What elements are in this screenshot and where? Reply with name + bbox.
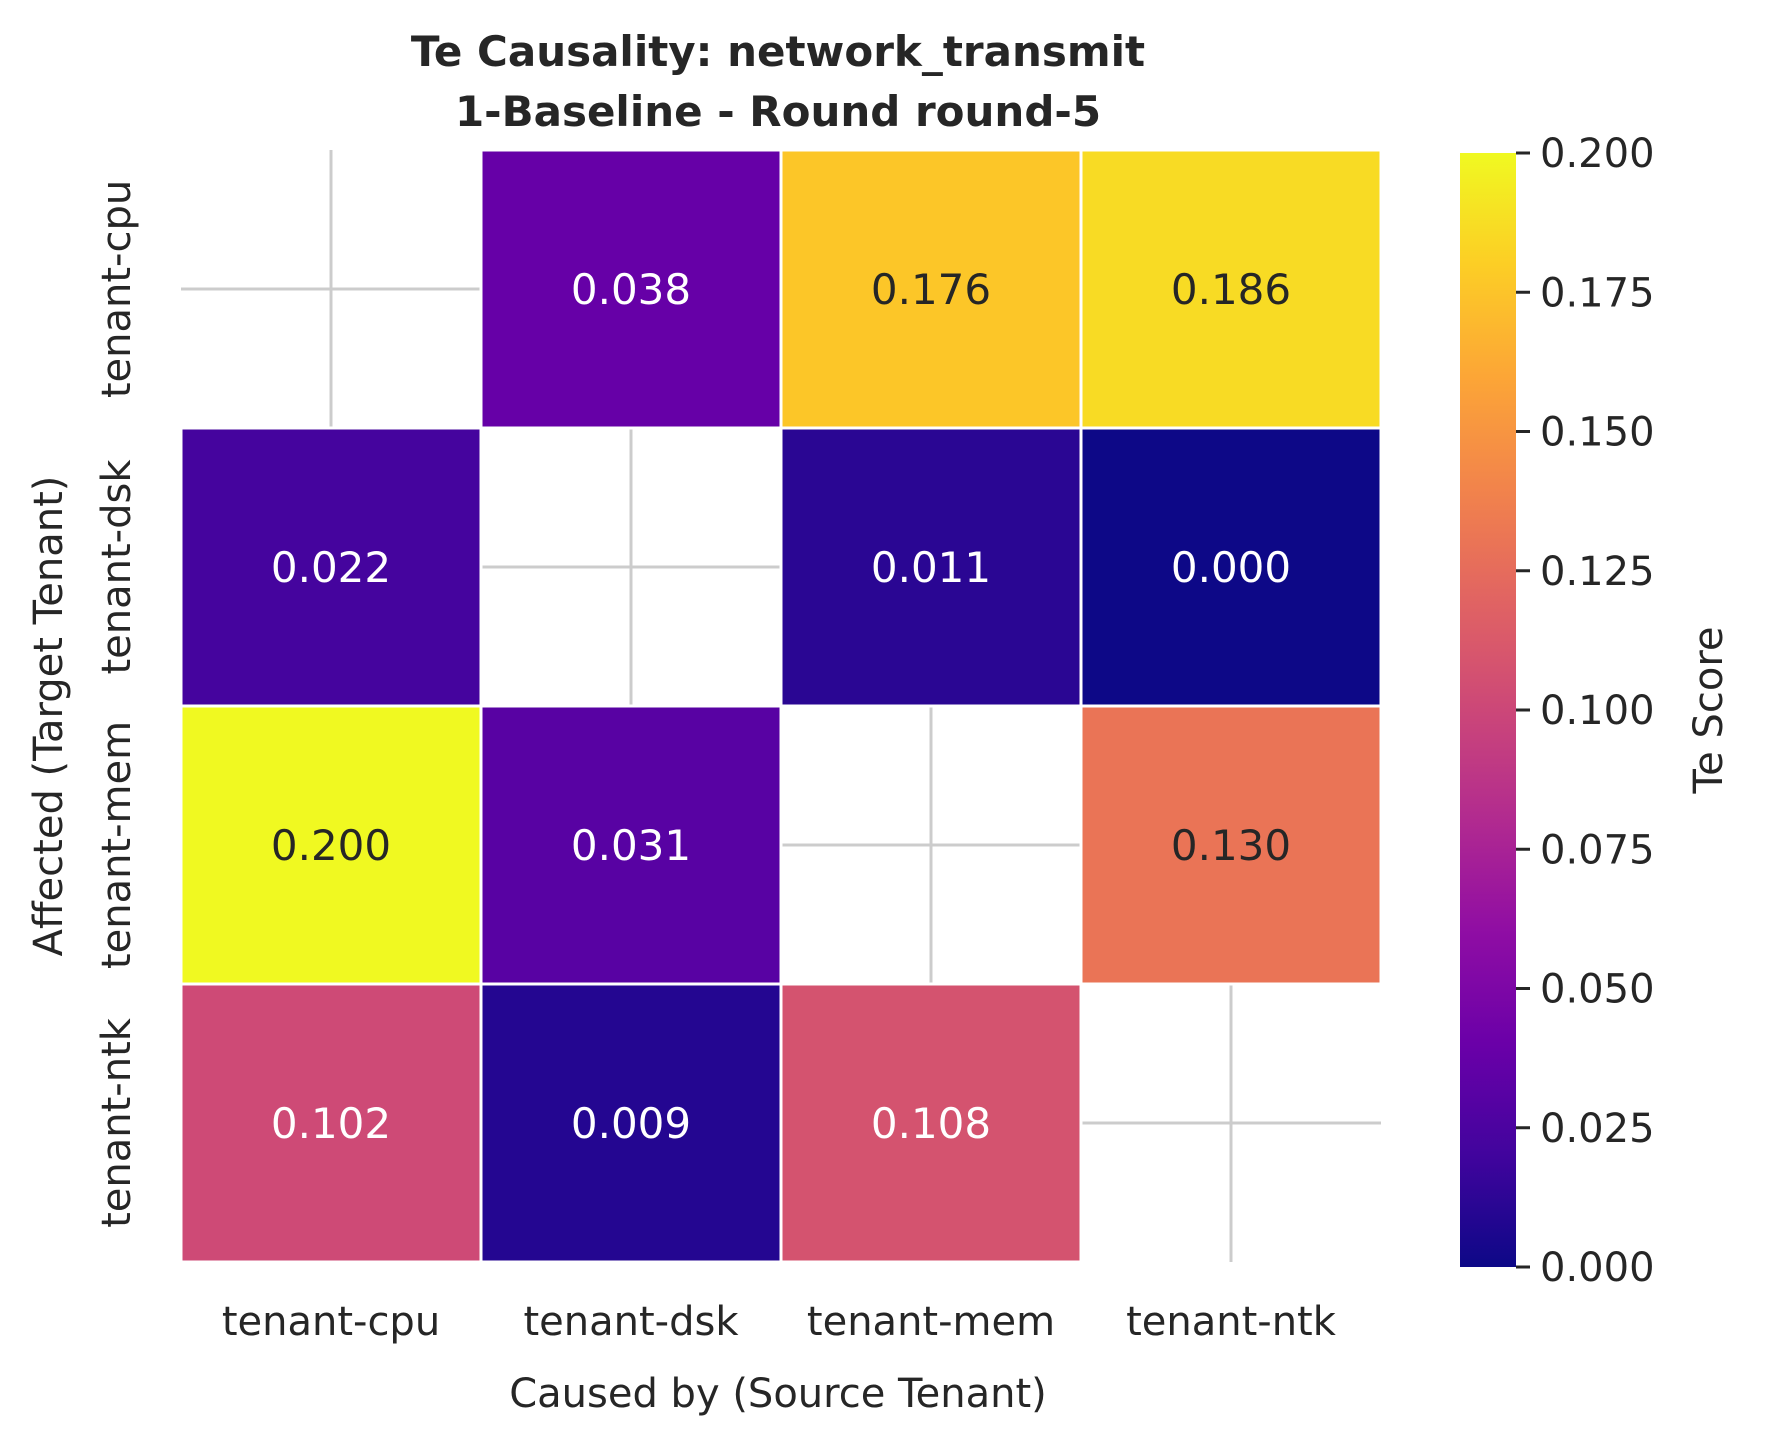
heatmap-cell (179, 704, 483, 986)
cell-value-label: 0.102 (271, 1099, 391, 1148)
cell-value-label: 0.011 (871, 543, 991, 592)
cell-value-label: 0.022 (271, 543, 391, 592)
colorbar-tick-label: 0.175 (1540, 270, 1655, 316)
x-tick-label: tenant-ntk (1126, 1299, 1337, 1345)
cell-value-label: 0.000 (1171, 543, 1291, 592)
colorbar-tick-label: 0.000 (1540, 1245, 1655, 1291)
cell-value-label: 0.130 (1171, 821, 1291, 870)
cell-value-label: 0.009 (571, 1099, 691, 1148)
colorbar-tick-label: 0.125 (1540, 549, 1655, 595)
y-tick-label: tenant-dsk (94, 459, 140, 675)
colorbar (1460, 153, 1516, 1267)
colorbar-label: Te Score (1686, 627, 1732, 795)
heatmap-cell (1079, 426, 1383, 708)
heatmap-cell (1079, 704, 1383, 986)
heatmap-cell (1079, 148, 1383, 430)
chart-title-line1: Te Causality: network_transmit (411, 27, 1145, 76)
cell-value-label: 0.176 (871, 265, 991, 314)
heatmap-cell (179, 426, 483, 708)
x-tick-label: tenant-mem (807, 1299, 1055, 1345)
colorbar-tick-label: 0.200 (1540, 131, 1655, 177)
heatmap-cell (479, 982, 783, 1264)
heatmap-cell (479, 148, 783, 430)
x-tick-labels: tenant-cpu tenant-dsk tenant-mem tenant-ntk (222, 1299, 1337, 1345)
y-axis-label: Affected (Target Tenant) (26, 476, 72, 957)
x-tick-label: tenant-dsk (523, 1299, 739, 1345)
cell-value-label: 0.186 (1171, 265, 1291, 314)
colorbar-tick-label: 0.150 (1540, 410, 1655, 456)
cells-layer (179, 148, 1383, 1264)
heatmap-cell (779, 982, 1083, 1264)
colorbar-tick-label: 0.050 (1540, 967, 1655, 1013)
heatmap-cell (779, 148, 1083, 430)
cell-value-label: 0.108 (871, 1099, 991, 1148)
heatmap-cell (479, 704, 783, 986)
y-tick-label: tenant-ntk (94, 1017, 140, 1228)
x-tick-label: tenant-cpu (222, 1299, 440, 1345)
cell-value-label: 0.031 (571, 821, 691, 870)
cell-value-label: 0.200 (271, 821, 391, 870)
y-tick-label: tenant-mem (94, 721, 140, 969)
colorbar-ticks: 0.000 0.025 0.050 0.075 0.100 0.125 0.150 0.175… (1516, 131, 1655, 1291)
y-tick-label: tenant-cpu (94, 180, 140, 398)
y-tick-labels: tenant-cpu tenant-dsk tenant-mem tenant-ntk (94, 180, 140, 1228)
cell-value-label: 0.038 (571, 265, 691, 314)
x-axis-label: Caused by (Source Tenant) (509, 1371, 1047, 1417)
cell-labels-layer: 0.038 0.176 0.186 0.022 0.011 0.000 0.200 0.031… (271, 265, 1291, 1148)
colorbar-tick-label: 0.025 (1540, 1106, 1655, 1152)
colorbar-tick-label: 0.100 (1540, 688, 1655, 734)
chart-title-line2: 1-Baseline - Round round-5 (455, 87, 1101, 136)
colorbar-tick-label: 0.075 (1540, 827, 1655, 873)
